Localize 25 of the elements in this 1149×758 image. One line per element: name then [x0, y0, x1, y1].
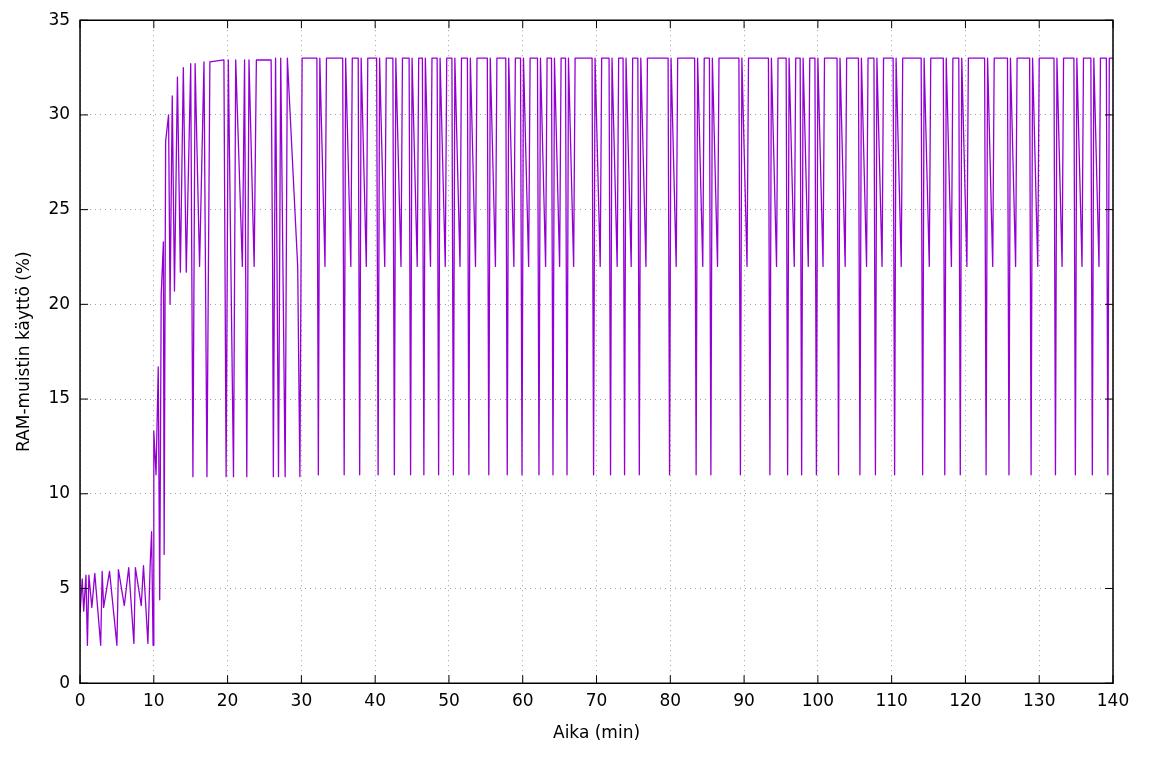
x-tick-label: 140	[1096, 689, 1130, 710]
y-tick-label: 0	[59, 671, 71, 692]
x-tick-label: 30	[290, 689, 313, 710]
x-tick-label: 40	[364, 689, 386, 710]
y-tick-label: 35	[48, 8, 71, 29]
x-tick-label: 130	[1022, 689, 1056, 710]
x-tick-label: 80	[659, 689, 682, 710]
y-tick-label: 10	[48, 482, 71, 503]
x-tick-label: 120	[949, 689, 982, 710]
y-tick-label: 30	[48, 103, 71, 124]
x-tick-label: 110	[875, 689, 908, 710]
x-tick-label: 10	[142, 689, 165, 710]
y-tick-label: 5	[59, 576, 71, 597]
x-axis-title: Aika (min)	[552, 722, 641, 743]
x-tick-label: 90	[733, 689, 755, 710]
x-tick-label: 100	[801, 689, 835, 710]
y-tick-label: 20	[48, 292, 71, 313]
x-tick-label: 50	[438, 689, 460, 710]
x-tick-label: 20	[216, 689, 239, 710]
x-tick-label: 60	[511, 689, 534, 710]
y-tick-label: 25	[48, 198, 71, 219]
x-tick-label: 70	[585, 689, 608, 710]
x-tick-label: 0	[74, 689, 86, 710]
y-tick-label: 15	[48, 387, 71, 408]
y-axis-title: RAM-muistin käyttö (%)	[12, 251, 33, 453]
